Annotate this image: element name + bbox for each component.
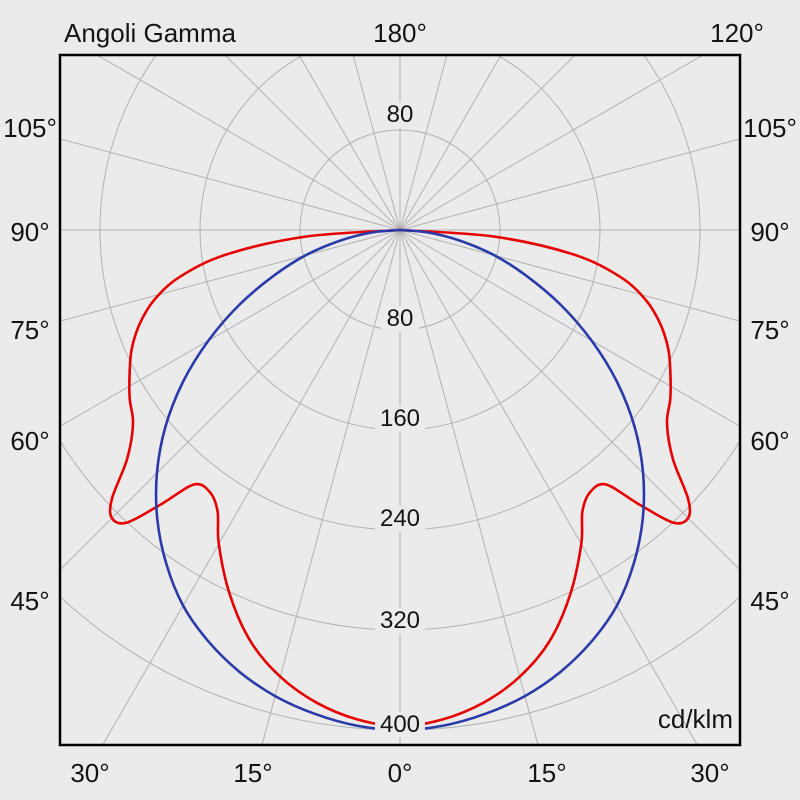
radial-tick-320: 320 (374, 608, 426, 634)
angle-label-right-90: 90° (750, 217, 790, 247)
angle-label-bottom-0: 0° (387, 758, 413, 788)
angle-label-left-75: 75° (10, 315, 50, 345)
grid-spoke-255 (352, 56, 401, 231)
grid-spoke-15 (399, 229, 739, 322)
angle-label-right-45: 45° (750, 586, 790, 616)
angle-label-right-60: 60° (750, 426, 790, 456)
grid-spoke-165 (61, 229, 401, 322)
grid-spoke-240 (298, 56, 401, 231)
angle-label-left-90: 90° (10, 217, 50, 247)
grid-spoke-225 (225, 56, 401, 231)
angle-label-bottom-30l: 30° (70, 758, 110, 788)
grid-spoke-60 (399, 229, 698, 744)
grid-spoke-315 (399, 56, 575, 231)
chart-title: Angoli Gamma (64, 18, 236, 48)
grid-spoke-210 (97, 56, 401, 231)
plot-frame (58, 53, 742, 747)
radial-tick-80: 80 (381, 306, 419, 332)
grid-spoke-135 (61, 229, 401, 570)
grid-spoke-120 (102, 229, 401, 744)
radial-tick-80-above: 80 (381, 102, 419, 128)
grid-spoke-150 (61, 229, 401, 427)
grid-spoke-105 (261, 229, 401, 744)
grid-spoke-75 (399, 229, 539, 744)
angle-label-right-105: 105° (743, 113, 797, 143)
angle-label-right-75: 75° (750, 315, 790, 345)
grid-spoke-30 (399, 229, 739, 427)
unit-label: cd/klm (657, 704, 733, 734)
grid-spoke-195 (61, 138, 401, 231)
grid-spoke-345 (399, 138, 739, 231)
angle-label-120: 120° (710, 18, 764, 48)
radial-tick-400: 400 (374, 712, 426, 738)
angle-label-180: 180° (373, 18, 427, 48)
angle-label-bottom-15r: 15° (527, 758, 567, 788)
radial-tick-240: 240 (374, 506, 426, 532)
grid-spoke-300 (399, 56, 502, 231)
radial-tick-160: 160 (374, 406, 426, 432)
grid-spoke-285 (399, 56, 448, 231)
angle-label-left-45: 45° (10, 586, 50, 616)
angle-label-left-60: 60° (10, 426, 50, 456)
grid-spoke-45 (399, 229, 739, 570)
angle-label-left-105: 105° (3, 113, 57, 143)
angle-label-bottom-30r: 30° (690, 758, 730, 788)
grid-spoke-330 (399, 56, 703, 231)
angle-label-bottom-15l: 15° (233, 758, 273, 788)
